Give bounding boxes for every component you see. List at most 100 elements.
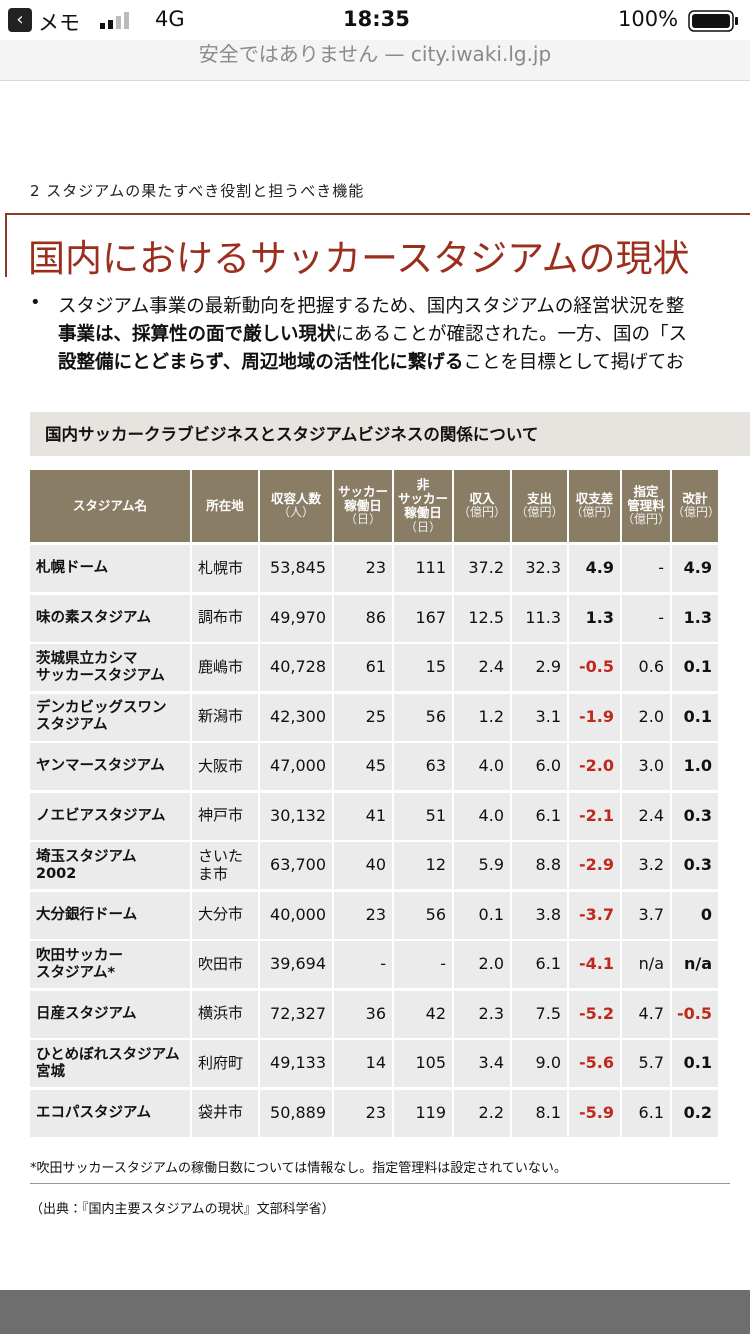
table-cell: 3.4 [454,1040,510,1087]
stadium-name: 茨城県立カシマ [36,650,138,667]
cell-text: n/a [638,954,664,974]
table-cell: 3.1 [512,693,567,741]
table-cell: エコパスタジアム [30,1089,190,1137]
table-cell: 4.9 [672,545,718,592]
cell-text: 0.1 [683,1053,712,1073]
stadium-name: ノエビアスタジアム [36,807,166,824]
table-cell: 12.5 [454,594,510,642]
table-cell: 大分銀行ドーム [30,891,190,939]
page-title: 国内におけるサッカースタジアムの現状 [28,237,690,280]
source: （出典：『国内主要スタジアムの現状』文部科学省） [30,1202,335,1217]
table-cell: 41 [334,792,392,840]
header-unit: （億円） [622,512,671,527]
cell-text: 32.3 [525,558,561,578]
cell-text: -5.6 [579,1053,614,1073]
table-cell: 1.3 [569,594,620,642]
cell-text: -2.1 [579,805,614,825]
cell-text: 41 [365,805,386,825]
cell-text: 8.8 [535,855,561,875]
table-cell: デンカビッグスワン スタジアム [30,693,190,741]
table-title: 国内サッカークラブビジネスとスタジアムビジネスの関係について [45,425,539,444]
table-cell: 6.1 [512,792,567,840]
header-label: 収入 [469,490,495,506]
battery-level: 100% [618,7,679,31]
back-button[interactable]: ‹ [8,8,32,32]
stadium-name: エコパスタジアム [36,1104,151,1121]
cell-text: 42 [425,1003,446,1023]
table-cell: 37.2 [454,545,510,592]
table-cell: 30,132 [260,792,332,840]
stadium-name: 札幌ドーム [36,560,109,577]
table-cell: ひとめぼれスタジアム 宮城 [30,1040,190,1087]
header-cell: 収容人数 （人） [260,470,332,542]
url-text: 安全ではありません — city.iwaki.lg.jp [198,42,552,66]
stadium-name: 大分銀行ドーム [36,906,138,923]
cell-text: 4.9 [683,558,712,578]
cell-text: 12.5 [468,607,504,627]
cell-text: 36 [365,1003,386,1023]
cell-text: 56 [425,904,446,924]
cell-text: 40,728 [270,657,326,677]
cell-text: 6.0 [535,756,561,776]
table-cell: 0.6 [622,644,670,691]
table-cell: 札幌ドーム [30,545,190,592]
cell-text: 2.0 [478,954,504,974]
clock: 18:35 [343,7,410,31]
cell-text: 0.1 [478,904,504,924]
cell-text: 3.2 [638,855,664,875]
header-cell: 支出 （億円） [512,470,567,542]
cell-text: 鹿嶋市 [198,657,244,676]
cell-text: 7.5 [535,1003,561,1023]
table-cell: 4.0 [454,792,510,840]
header-unit: （億円） [457,505,506,520]
table-cell: 茨城県立カシマ サッカースタジアム [30,644,190,691]
stadium-name: 吹田サッカー [36,947,123,964]
header-label: 収支差 [575,490,614,506]
header-label: スタジアム名 [72,497,148,513]
table-cell: 3.2 [622,842,670,889]
header-cell: 改計 （億円） [672,470,720,542]
table-cell: 札幌市 [192,545,258,592]
cell-text: 119 [415,1102,446,1122]
cell-text: 8.1 [535,1102,561,1122]
cell-text: 大分市 [198,905,244,924]
table-cell: 5.9 [454,842,510,889]
table-cell: 0.1 [672,644,718,691]
table-cell: 167 [394,594,452,642]
cell-text: 調布市 [198,608,244,627]
table-cell: - [622,545,670,592]
table-cell: 47,000 [260,743,332,790]
cell-text: 新潟市 [198,707,244,726]
header-label: 非 [416,476,430,492]
header-cell: 収入 （億円） [454,470,510,542]
table-cell: 53,845 [260,545,332,592]
table-cell: 51 [394,792,452,840]
cell-text: -5.2 [579,1003,614,1023]
cell-text: -2.9 [579,855,614,875]
cell-text: 40,000 [270,904,326,924]
table-cell: 9.0 [512,1040,567,1087]
stadium-name: 日産スタジアム [36,1005,137,1022]
table-cell: 1.3 [672,594,718,642]
table-cell: 2.0 [622,693,670,741]
table-cell: 45 [334,743,392,790]
table-cell: さいたま市 [192,842,258,889]
cell-text: 12 [425,855,446,875]
cell-text: - [658,558,664,578]
table-cell: 3.7 [622,891,670,939]
table-cell: 3.8 [512,891,567,939]
table-cell: -5.9 [569,1089,620,1137]
cell-text: -4.1 [579,954,614,974]
table-cell: 40,000 [260,891,332,939]
cell-text: 1.3 [585,607,614,627]
table-cell: 1.2 [454,693,510,741]
table-cell: 119 [394,1089,452,1137]
table-cell: 0.1 [672,1040,718,1087]
url-bar[interactable]: 安全ではありません — city.iwaki.lg.jp [0,40,750,81]
header-label: 稼働日 [344,498,382,514]
header-label: サッカー [337,483,388,499]
back-app[interactable]: メモ [38,11,80,35]
header-cell: 所在地 [192,470,258,542]
table-cell: 40,728 [260,644,332,691]
